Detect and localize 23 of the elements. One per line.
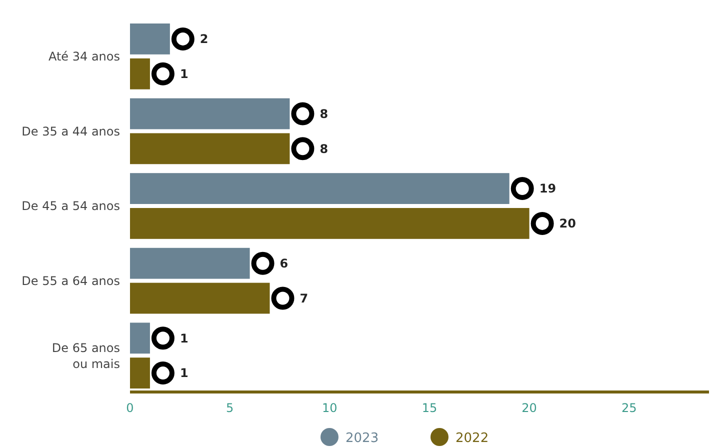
x-tick-label: 25: [621, 401, 637, 415]
x-tick-label: 20: [522, 401, 537, 415]
y-tick-label: De 45 a 54 anos: [22, 199, 120, 214]
data-label: 20: [559, 216, 576, 231]
y-tick-label: De 65 anos ou mais: [52, 340, 120, 371]
data-label: 19: [539, 182, 556, 196]
legend-label: 2022: [456, 431, 489, 446]
y-tick-label: De 55 a 64 anos: [22, 274, 120, 288]
x-tick-label: 5: [226, 401, 234, 415]
x-tick-label: 0: [126, 401, 134, 415]
data-label: 8: [320, 142, 328, 156]
x-tick-label: 15: [422, 401, 438, 415]
x-tick-label: 10: [322, 401, 338, 415]
data-label: 8: [320, 106, 328, 121]
data-label: 1: [180, 67, 188, 82]
data-label: 6: [280, 256, 288, 271]
y-tick-label: De 35 a 44 anos: [22, 124, 120, 138]
data-label: 1: [180, 366, 188, 380]
data-label: 7: [300, 291, 308, 306]
data-label: 2: [200, 32, 208, 46]
data-label: 1: [180, 331, 188, 346]
y-tick-label: Até 34 anos: [48, 50, 120, 64]
legend-label: 2023: [346, 431, 379, 446]
